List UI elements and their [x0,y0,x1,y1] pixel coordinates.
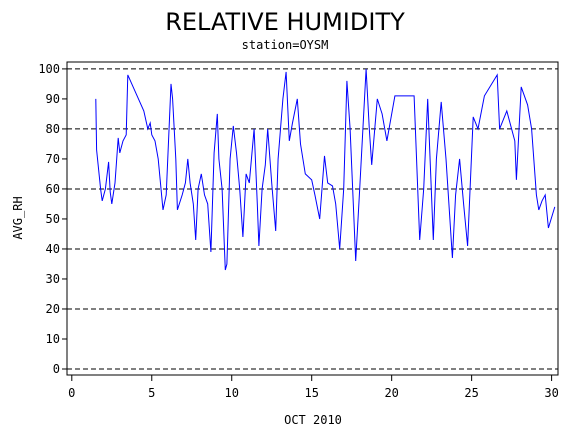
chart-subtitle: station=OYSM [242,38,329,52]
y-tick-label: 100 [38,62,60,76]
x-tick-label: 5 [148,386,155,400]
y-tick-label: 60 [46,182,60,196]
x-tick-label: 20 [384,386,398,400]
x-tick-label: 25 [464,386,478,400]
y-tick-label: 0 [53,362,60,376]
x-tick-label: 0 [68,386,75,400]
x-tick-label: 10 [225,386,239,400]
x-axis-label: OCT 2010 [284,413,342,427]
plot-frame [66,61,559,376]
y-tick-label: 70 [46,152,60,166]
y-tick-label: 40 [46,242,60,256]
y-tick-label: 50 [46,212,60,226]
data-line [95,68,556,271]
chart-title: RELATIVE HUMIDITY [165,8,405,36]
y-tick-label: 30 [46,272,60,286]
y-tick-label: 20 [46,302,60,316]
y-axis-label: AVG_RH [11,196,25,239]
x-tick-label: 30 [544,386,558,400]
y-tick-label: 80 [46,122,60,136]
y-tick-label: 10 [46,332,60,346]
y-tick-label: 90 [46,92,60,106]
x-tick-label: 15 [304,386,318,400]
